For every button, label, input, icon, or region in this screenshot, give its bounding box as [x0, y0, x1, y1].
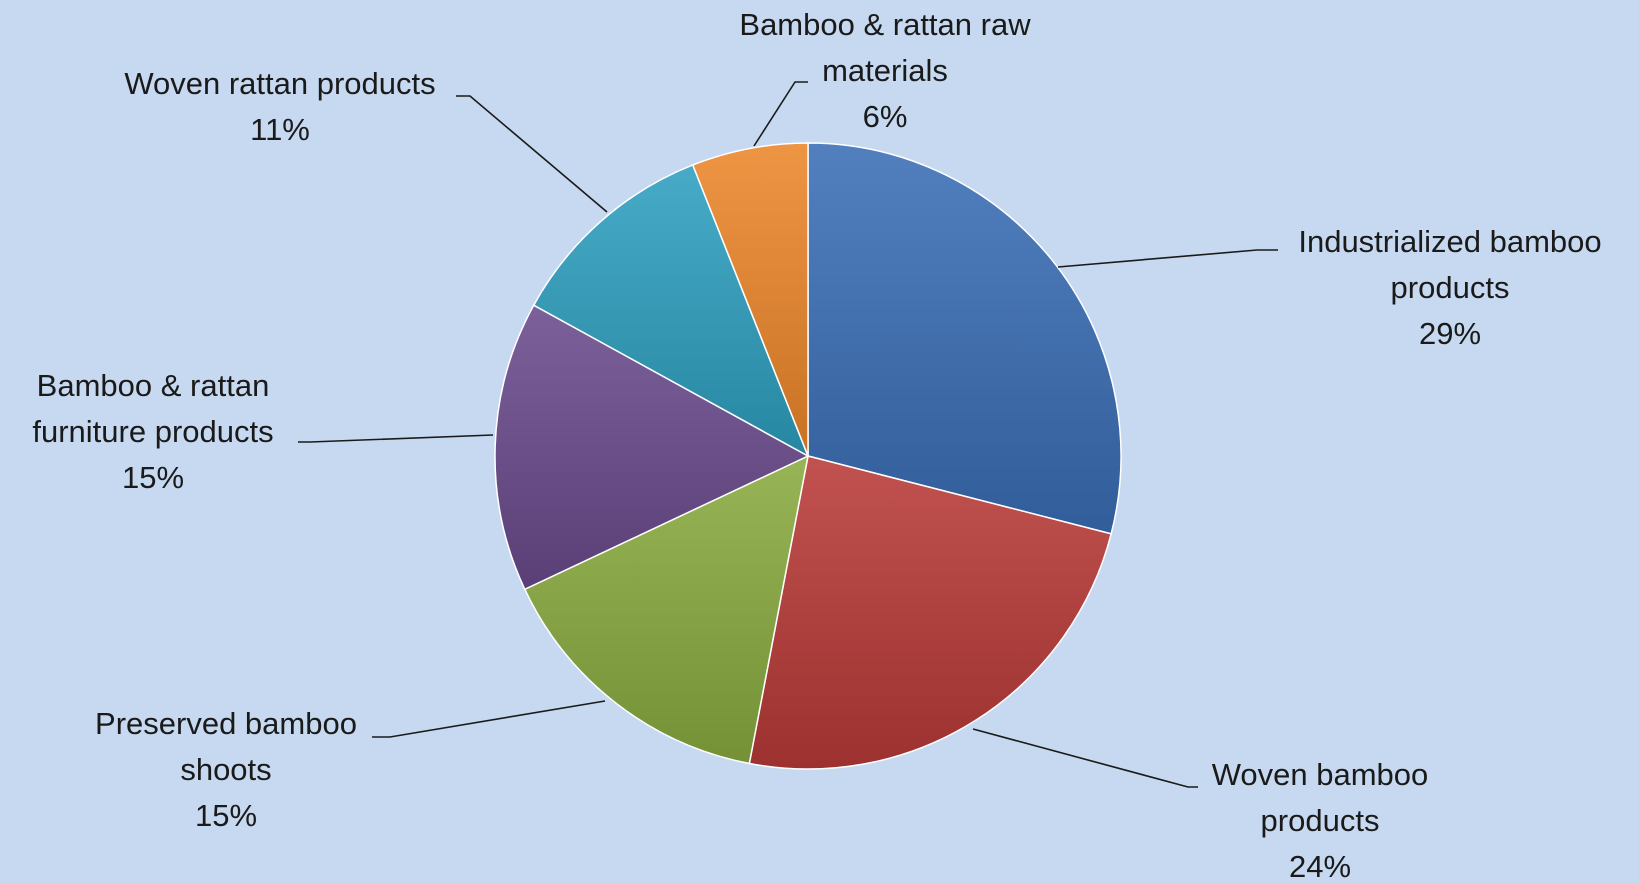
data-label-value-4: 11% [250, 112, 310, 147]
leader-line-2 [372, 700, 606, 738]
pie-slice-4 [532, 164, 810, 458]
data-label-0: Industrialized bamboo products 29% [1298, 224, 1601, 351]
data-label-2: Preserved bamboo shoots 15% [95, 706, 357, 833]
pie-slice-2 [523, 454, 810, 765]
data-label-1: Woven bamboo products 24% [1212, 757, 1429, 879]
pie-slice-0 [807, 142, 1122, 535]
leader-line-4 [456, 95, 608, 213]
leader-line-1 [972, 728, 1198, 788]
slices-layer [494, 142, 1122, 770]
data-label-text-5: materials [822, 53, 948, 88]
data-label-value-5: 6% [863, 99, 908, 134]
data-label-text-1: Woven bamboo [1212, 757, 1429, 792]
pie-slice-5 [691, 142, 809, 457]
data-label-text-4: Woven rattan products [124, 66, 435, 101]
data-label-text-3: furniture products [32, 414, 273, 449]
leader-lines-layer [298, 81, 1278, 788]
data-label-text-2: shoots [180, 752, 271, 787]
leader-line-0 [1057, 249, 1278, 268]
data-label-text-2: Preserved bamboo [95, 706, 357, 741]
leader-line-5 [753, 81, 808, 147]
pie-slice-1 [748, 455, 1113, 770]
data-label-text-1: products [1261, 803, 1380, 838]
data-label-value-1: 24% [1289, 849, 1351, 879]
data-label-4: Woven rattan products 11% [124, 66, 435, 147]
data-label-text-0: Industrialized bamboo [1298, 224, 1601, 259]
data-label-text-3: Bamboo & rattan [37, 368, 270, 403]
data-label-value-3: 15% [122, 460, 184, 495]
data-label-value-0: 29% [1419, 316, 1481, 351]
data-label-3: Bamboo & rattan furniture products 15% [32, 368, 273, 495]
data-label-text-5: Bamboo & rattan raw [739, 7, 1031, 42]
leader-line-3 [298, 434, 494, 443]
data-label-text-0: products [1391, 270, 1510, 305]
data-labels-layer: Industrialized bamboo products 29% Woven ba… [32, 7, 1601, 884]
data-label-value-2: 15% [195, 798, 257, 833]
data-label-5: Bamboo & rattan raw materials 6% [739, 7, 1031, 134]
pie-slice-3 [494, 304, 810, 591]
